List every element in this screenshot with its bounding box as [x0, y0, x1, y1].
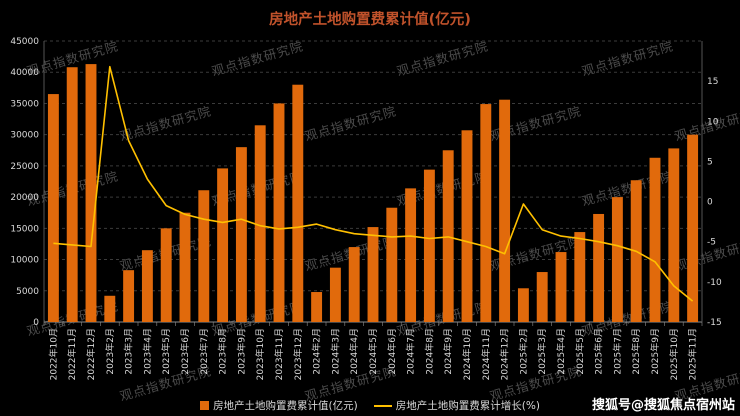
x-axis-category-label: 2024年4月: [348, 328, 360, 375]
x-axis-category-label: 2023年8月: [217, 328, 229, 375]
bar: [141, 250, 153, 322]
bar: [593, 213, 605, 322]
bar: [329, 267, 341, 322]
x-axis-category-label: 2025年6月: [593, 328, 605, 375]
right-axis-tick-label: 15: [707, 77, 718, 87]
legend: 房地产土地购置费累计值(亿元) 房地产土地购置费累计增长(%): [0, 398, 740, 413]
left-axis-tick-label: 20000: [10, 193, 39, 203]
x-axis-category-label: 2025年4月: [555, 328, 567, 375]
x-axis-category-label: 2023年5月: [160, 328, 172, 375]
right-axis-tick-label: -10: [707, 278, 722, 288]
legend-label-bar-series: 房地产土地购置费累计值(亿元): [213, 400, 358, 412]
bar: [611, 197, 623, 322]
bar: [198, 190, 210, 322]
legend-item-bar-series: 房地产土地购置费累计值(亿元): [200, 398, 358, 413]
x-axis-category-label: 2023年2月: [104, 328, 116, 375]
line-series-swatch-icon: [373, 404, 392, 407]
bar: [47, 94, 59, 322]
x-axis-category-label: 2024年3月: [329, 328, 341, 375]
right-axis-tick-label: -5: [707, 238, 716, 248]
left-axis-tick-label: 10000: [10, 256, 39, 266]
legend-label-line-series: 房地产土地购置费累计增长(%): [395, 400, 540, 412]
bar: [273, 103, 285, 322]
growth-line: [53, 65, 694, 302]
x-axis-category-label: 2024年5月: [367, 328, 379, 375]
bar: [217, 168, 229, 322]
bar-series-swatch-icon: [200, 401, 210, 410]
bar: [574, 232, 586, 322]
bar: [687, 134, 699, 322]
x-axis-category-label: 2023年4月: [141, 328, 153, 375]
x-axis-category-label: 2022年12月: [85, 328, 97, 380]
x-axis-category-label: 2024年11月: [480, 328, 492, 380]
x-axis-category-label: 2024年9月: [442, 328, 454, 375]
left-axis-tick-label: 30000: [10, 131, 39, 141]
x-axis-category-label: 2025年10月: [668, 328, 680, 380]
bar: [649, 157, 661, 322]
right-axis-tick-label: -15: [707, 318, 722, 328]
x-axis-category-label: 2024年6月: [386, 328, 398, 375]
bar: [235, 147, 247, 322]
x-axis-category-label: 2024年8月: [423, 328, 435, 375]
bar: [480, 104, 492, 323]
bar: [405, 188, 417, 322]
x-axis-category-label: 2022年10月: [47, 328, 59, 380]
bar: [499, 99, 511, 322]
x-axis-category-label: 2025年8月: [630, 328, 642, 375]
x-axis-category-label: 2022年11月: [66, 328, 78, 380]
chart-title: 房地产土地购置费累计值(亿元): [269, 12, 471, 28]
x-axis-category-label: 2024年2月: [311, 328, 323, 375]
left-axis-tick-label: 15000: [10, 224, 39, 234]
left-axis-tick-label: 0: [33, 318, 39, 328]
bar: [367, 227, 379, 322]
bar: [311, 292, 323, 322]
x-axis-category-label: 2025年9月: [649, 328, 661, 375]
bar: [254, 125, 266, 322]
x-axis-category-label: 2025年2月: [517, 328, 529, 375]
right-axis-tick-label: 0: [707, 198, 713, 208]
x-axis-category-label: 2025年11月: [687, 328, 699, 380]
left-axis-tick-label: 35000: [10, 99, 39, 109]
x-axis-category-label: 2025年7月: [611, 328, 623, 375]
left-axis-tick-label: 45000: [10, 37, 39, 47]
bar: [292, 84, 304, 322]
bar: [386, 207, 398, 322]
x-axis-category-label: 2023年10月: [254, 328, 266, 380]
x-axis-category-label: 2023年9月: [235, 328, 247, 375]
x-axis-category-label: 2024年7月: [405, 328, 417, 375]
bar: [123, 270, 135, 322]
x-axis-category-label: 2023年11月: [273, 328, 285, 380]
bar: [348, 247, 360, 322]
bar: [104, 295, 116, 322]
right-axis-tick-label: 5: [707, 157, 713, 167]
legend-item-line-series: 房地产土地购置费累计增长(%): [373, 398, 540, 413]
bar: [555, 252, 567, 322]
x-axis-category-label: 2024年10月: [461, 328, 473, 380]
bar: [66, 67, 78, 322]
left-axis-tick-label: 25000: [10, 162, 39, 172]
bar: [668, 148, 680, 322]
bar: [423, 169, 435, 322]
bar: [461, 130, 473, 322]
x-axis-category-label: 2023年7月: [198, 328, 210, 375]
x-axis-category-label: 2023年3月: [123, 328, 135, 375]
x-axis-category-label: 2023年6月: [179, 328, 191, 375]
left-axis-tick-label: 5000: [16, 287, 39, 297]
sohu-watermark: 搜狐号@搜狐焦点宿州站: [591, 398, 735, 413]
left-axis-tick-label: 40000: [10, 68, 39, 78]
x-axis-category-label: 2025年5月: [574, 328, 586, 375]
bar: [536, 272, 548, 322]
bar: [85, 64, 97, 323]
right-axis-tick-label: 10: [707, 117, 719, 127]
x-axis-category-label: 2023年12月: [292, 328, 304, 380]
x-axis-category-label: 2025年3月: [536, 328, 548, 375]
x-axis-category-label: 2024年12月: [499, 328, 511, 380]
bar: [517, 288, 529, 322]
bar: [160, 228, 172, 322]
bar: [179, 212, 191, 322]
